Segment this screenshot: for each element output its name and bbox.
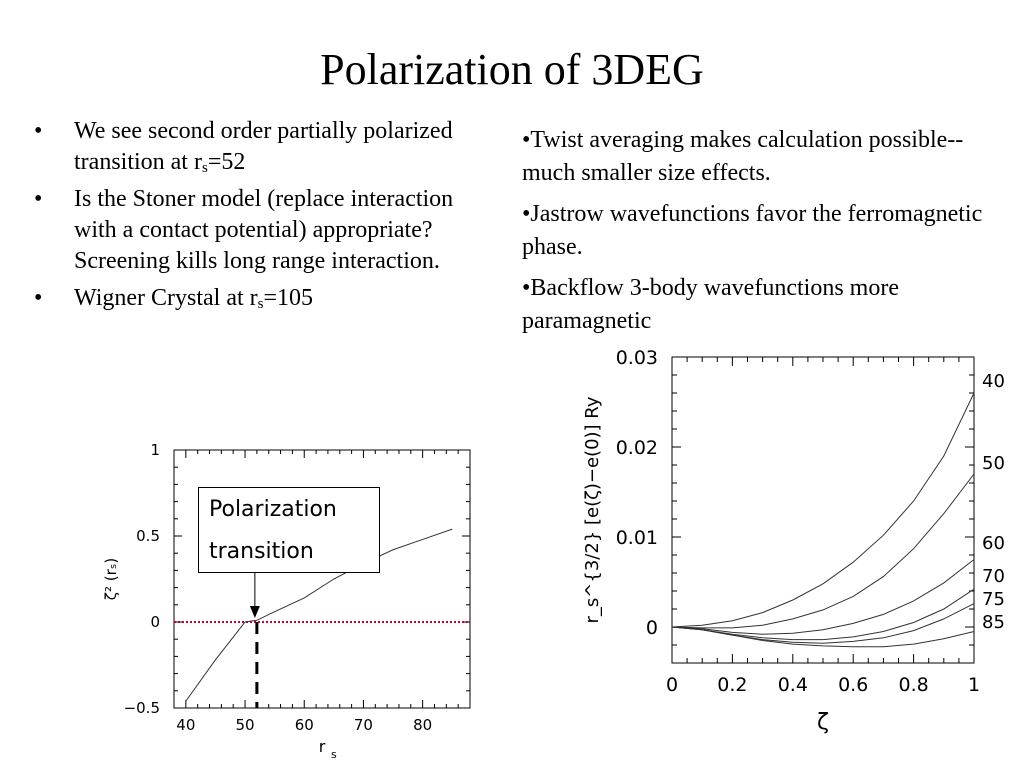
x-tick-label: 0.4 xyxy=(778,674,808,696)
x-tick-label: 40 xyxy=(176,716,195,734)
plot-frame xyxy=(173,449,471,709)
bullet-text-tail: =105 xyxy=(263,285,314,311)
left-bullet-item: • Wigner Crystal at rs=105 xyxy=(30,283,490,314)
series-line-40 xyxy=(671,392,975,628)
series-label-40: 40 xyxy=(982,371,1005,392)
x-tick-label: 0.8 xyxy=(898,674,928,696)
annotation-line1: Polarization xyxy=(209,497,337,522)
y-tick-label: 0.01 xyxy=(616,527,658,549)
bullet-text: Is the Stoner model (replace interaction… xyxy=(74,186,454,274)
series-label-50: 50 xyxy=(982,453,1005,474)
series-line-50 xyxy=(671,473,975,629)
right-bullet-item: •Twist averaging makes calculation possi… xyxy=(522,127,964,186)
x-tick-label: 1 xyxy=(968,674,980,696)
y-tick-label: 0.03 xyxy=(616,347,658,369)
bullet-text-tail: =52 xyxy=(207,149,246,175)
x-axis-label: ζ xyxy=(817,710,829,735)
annotation-arrowhead xyxy=(249,606,260,618)
left-bullet-item: • Is the Stoner model (replace interacti… xyxy=(30,184,490,277)
x-tick-label: 50 xyxy=(235,716,254,734)
series-label-70: 70 xyxy=(982,566,1005,587)
y-axis-label: ζ² (rₛ) xyxy=(102,558,120,600)
x-tick-label: 80 xyxy=(413,716,432,734)
slide-title: Polarization of 3DEG xyxy=(320,45,704,94)
bullet-dot: • xyxy=(34,285,43,311)
right-bullet-item: •Backflow 3-body wavefunctions more para… xyxy=(522,275,899,334)
bullet-dot: • xyxy=(34,186,43,212)
polarization-chart: 40 50 60 70 80 1 0.5 0 −0.5 r s ζ² (rₛ) xyxy=(102,441,471,761)
x-tick-label: 70 xyxy=(354,716,373,734)
series-line-70 xyxy=(671,588,975,641)
series-label-75: 75 xyxy=(982,589,1005,610)
bullet-text: Wigner Crystal at r xyxy=(74,285,258,311)
series-line xyxy=(185,528,453,702)
subscript: s xyxy=(201,160,208,176)
series-line-85 xyxy=(671,626,975,648)
y-tick-label: 0.5 xyxy=(136,527,160,545)
y-tick-label: 1 xyxy=(150,441,160,459)
right-bullet-item: •Jastrow wavefunctions favor the ferroma… xyxy=(522,201,983,260)
bullet-dot: • xyxy=(34,118,43,144)
x-tick-label: 0.2 xyxy=(717,674,747,696)
y-tick-label: 0 xyxy=(150,613,160,631)
left-bullet-item: • We see second order partially polarize… xyxy=(30,116,490,178)
x-tick-label: 0 xyxy=(666,674,678,696)
x-axis-label: r xyxy=(319,737,326,756)
x-tick-label: 60 xyxy=(295,716,314,734)
series-label-60: 60 xyxy=(982,533,1005,554)
y-tick-label: −0.5 xyxy=(124,699,160,717)
subscript: s xyxy=(257,296,264,312)
bullet-text: We see second order partially polarized … xyxy=(74,118,453,175)
series-label-85: 85 xyxy=(982,612,1005,633)
right-bullet-list: •Twist averaging makes calculation possi… xyxy=(522,124,1002,346)
y-tick-label: 0 xyxy=(646,617,658,639)
x-axis-label-subscript: s xyxy=(331,748,337,761)
x-tick-label: 0.6 xyxy=(838,674,868,696)
y-axis-label: r_s^{3/2} [e(ζ)−e(0)] Ry xyxy=(582,396,603,623)
y-tick-label: 0.02 xyxy=(616,437,658,459)
annotation-line2: transition xyxy=(209,539,314,564)
series-line-60 xyxy=(671,559,975,635)
annotation-box: Polarization transition xyxy=(198,487,380,573)
left-bullet-list: • We see second order partially polarize… xyxy=(30,116,490,320)
plot-frame xyxy=(671,356,975,664)
